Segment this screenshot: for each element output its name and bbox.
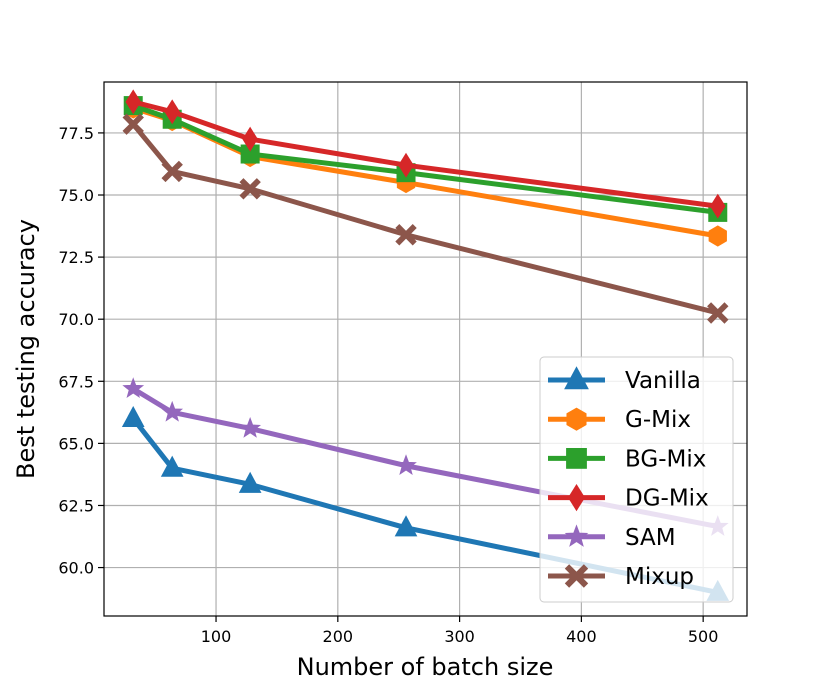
y-tick-label-5: 72.5	[58, 248, 94, 267]
legend-label-bg-mix: BG-Mix	[625, 446, 706, 472]
legend-label-mixup: Mixup	[625, 564, 694, 590]
y-tick-label-2: 65.0	[58, 434, 94, 453]
series-line-dg-mix	[132, 99, 719, 209]
point-vanilla-32	[121, 405, 145, 428]
legend-entry-mixup: Mixup	[548, 564, 694, 590]
x-tick-label-0: 100	[201, 627, 232, 646]
point-dg-mix-32	[125, 89, 142, 115]
point-dg-mix-128	[242, 126, 258, 152]
legend-entry-bg-mix: BG-Mix	[548, 446, 706, 472]
y-axis-label: Best testing accuracy	[12, 219, 40, 479]
point-sam-64	[161, 400, 184, 422]
point-sam-32	[122, 377, 145, 398]
legend-entry-sam: SAM	[548, 524, 676, 551]
point-dg-mix-64	[164, 99, 180, 125]
legend-label-vanilla: Vanilla	[625, 368, 701, 394]
legend-marker-mixup	[564, 564, 589, 588]
point-vanilla-64	[160, 455, 184, 477]
y-tick-label-4: 70.0	[58, 310, 94, 329]
point-g-mix-512	[708, 225, 727, 247]
legend-entry-vanilla: Vanilla	[548, 366, 701, 394]
point-dg-mix-512	[709, 193, 726, 219]
legend-label-sam: SAM	[625, 525, 676, 551]
legend-marker-g-mix	[566, 407, 587, 431]
point-mixup-512	[707, 302, 729, 324]
y-tick-label-0: 60.0	[58, 559, 94, 578]
legend-label-g-mix: G-Mix	[625, 407, 691, 433]
x-tick-label-3: 400	[566, 627, 597, 646]
legend-marker-sam	[564, 524, 589, 547]
x-axis-label: Number of batch size	[297, 653, 554, 681]
legend-entry-dg-mix: DG-Mix	[548, 484, 709, 512]
y-tick-label-7: 77.5	[58, 124, 94, 143]
legend: Vanilla G-Mix BG-Mix DG-Mix SAM Mixup	[539, 356, 734, 603]
plot-frame	[103, 81, 748, 617]
point-sam-128	[239, 417, 262, 438]
series-dg-mix	[125, 89, 726, 219]
point-dg-mix-256	[398, 152, 414, 178]
legend-entry-g-mix: G-Mix	[548, 407, 691, 433]
point-vanilla-128	[238, 471, 262, 493]
point-sam-256	[395, 454, 417, 475]
legend-marker-dg-mix	[567, 484, 586, 512]
x-tick-label-1: 200	[323, 627, 354, 646]
point-mixup-128	[239, 178, 261, 200]
legend-marker-bg-mix	[566, 448, 587, 469]
y-tick-label-3: 67.5	[58, 372, 94, 391]
point-mixup-64	[161, 160, 183, 183]
ticks: 100 200 300 400 500 60.0 62.5 65.0 67.5 70.0 72.5 7…	[58, 124, 718, 646]
x-tick-label-2: 300	[444, 627, 475, 646]
series-g-mix	[124, 97, 727, 247]
series-mixup	[122, 113, 729, 324]
x-tick-label-4: 500	[688, 627, 719, 646]
y-tick-label-1: 62.5	[58, 496, 94, 515]
point-mixup-32	[122, 113, 144, 135]
point-vanilla-256	[394, 515, 418, 537]
y-tick-label-6: 75.0	[58, 186, 94, 205]
series-bg-mix	[123, 96, 728, 222]
point-mixup-256	[395, 224, 417, 246]
legend-marker-vanilla	[564, 366, 589, 390]
legend-label-dg-mix: DG-Mix	[625, 486, 709, 512]
